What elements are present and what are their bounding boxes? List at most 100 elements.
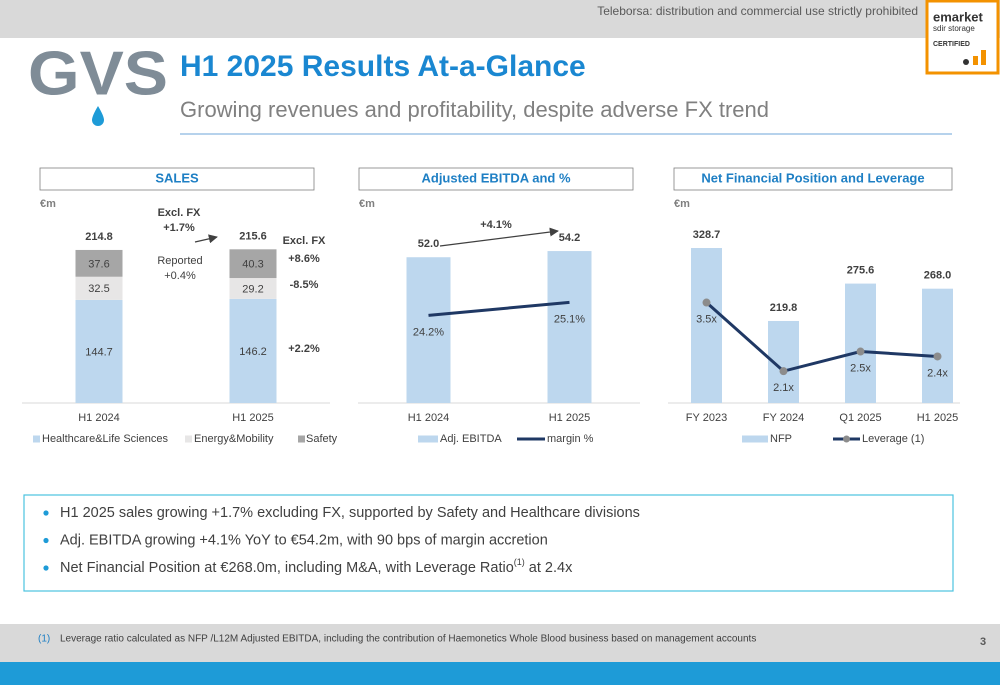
bullet-dot [43,510,49,516]
annotation: Excl. FX [283,235,326,247]
x-tick-label: FY 2023 [686,412,727,424]
legend-label: Energy&Mobility [194,433,274,445]
bullet-part: at 2.4x [525,560,573,576]
segment-label: 32.5 [88,283,109,295]
bar [922,288,953,403]
x-tick-label: H1 2025 [232,412,274,424]
legend-label: NFP [770,433,792,445]
bullet-box [23,494,954,592]
line-marker [856,347,865,356]
line-value-label: 25.1% [554,313,585,325]
segment-label: 37.6 [88,258,109,270]
legend-swatch [742,435,768,443]
bar [845,283,876,403]
charts: SALES €m H1 2024 H1 2025 144.7 146.2 32.5 29.2 3… [22,167,960,445]
bar [229,249,277,279]
legend-swatch [33,435,40,443]
badge-bar [981,50,986,65]
unit-label: €m [674,198,690,210]
line-marker [779,367,788,376]
bullet-text: Adj. EBITDA growing +4.1% YoY to €54.2m,… [60,532,548,548]
line-value-label: 2.5x [850,362,871,374]
bar [229,298,277,403]
segment-label: 29.2 [242,283,263,295]
x-tick-label: H1 2025 [549,412,591,424]
line-value-label: 24.2% [413,326,444,338]
line-marker [933,352,942,361]
badge-cert: CERTIFIED [933,41,970,48]
bottom-bar [0,662,1000,685]
chart-header [673,167,953,191]
superscript: (1) [514,557,525,567]
total-label: 214.8 [85,231,113,243]
bullet-part: H1 2025 sales growing +1.7% excluding FX… [60,505,640,521]
annotation: +4.1% [480,219,512,231]
unit-label: €m [40,198,56,210]
bullet-part: Adj. EBITDA growing +4.1% YoY to €54.2m,… [60,532,548,548]
bullet-text: H1 2025 sales growing +1.7% excluding FX… [60,505,640,521]
bullet-dot [43,537,49,544]
logo: GVS [28,39,168,108]
top-bar [0,0,1000,38]
legend-swatch [185,435,192,443]
x-tick-label: H1 2025 [917,412,959,424]
legend-label: Healthcare&Life Sciences [42,433,168,445]
chart-title: SALES [155,170,199,185]
bullets: H1 2025 sales growing +1.7% excluding FX… [43,505,640,576]
line-value-label: 2.1x [773,382,794,394]
value-label: 268.0 [924,270,952,282]
chart-header [358,167,634,191]
total-label: 215.6 [239,230,267,242]
legend-label: Safety [306,433,338,445]
page-number: 3 [980,636,986,648]
x-tick-label: Q1 2025 [839,412,881,424]
annotation: +1.7% [163,222,195,234]
legend-swatch [298,435,305,443]
line-marker [702,298,711,307]
value-label: 275.6 [847,265,875,277]
bar [75,299,123,403]
chart-title: Net Financial Position and Leverage [701,170,924,185]
badge-bar [973,56,978,65]
bar [229,278,277,299]
subtitle: Growing revenues and profitability, desp… [180,97,769,122]
line [705,301,938,373]
unit-label: €m [359,198,375,210]
logo-drop [92,106,104,126]
legend-label: Leverage (1) [862,433,924,445]
bullet-dot [43,565,49,571]
line-value-label: 3.5x [696,313,717,325]
value-label: 219.8 [770,302,798,314]
value-label: 52.0 [418,238,439,250]
value-label: 328.7 [693,229,721,241]
annotation-arrow [439,227,559,247]
chart-title: Adjusted EBITDA and % [421,170,570,185]
bar [75,276,123,300]
line-value-label: 2.4x [927,367,948,379]
title: H1 2025 Results At-a-Glance [180,50,586,83]
annotation: Reported [157,255,202,267]
legend-swatch [418,435,438,443]
badge [925,0,1000,75]
annotation: +8.6% [288,253,320,265]
annotation: +2.2% [288,343,320,355]
x-tick-label: FY 2024 [763,412,804,424]
segment-label: 144.7 [85,346,113,358]
x-tick-label: H1 2024 [78,412,120,424]
legend-label: margin % [547,433,594,445]
bar [75,249,123,277]
bar [406,257,451,403]
annotation: -8.5% [290,279,319,291]
legend-label: Adj. EBITDA [440,433,502,445]
footnote-marker: (1) [38,634,50,645]
annotation-arrow [194,234,218,244]
badge-brand: emarket [933,9,984,24]
footer-bar [0,624,1000,662]
bar [691,248,722,403]
line [428,300,570,317]
bullet-text: Net Financial Position at €268.0m, inclu… [60,557,573,575]
footnote: Leverage ratio calculated as NFP /L12M A… [60,634,756,645]
bullet-part: Net Financial Position at €268.0m, inclu… [60,560,514,576]
legend-marker [843,435,850,443]
